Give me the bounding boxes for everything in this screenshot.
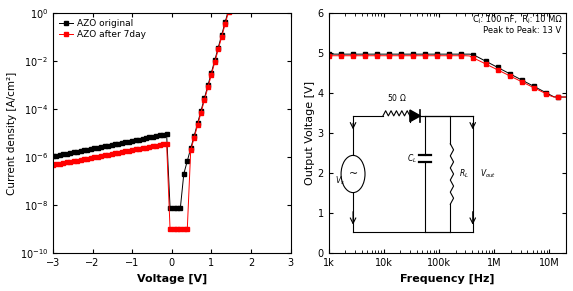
- AZO original: [167, 206, 174, 209]
- Legend: AZO original, AZO after 7day: AZO original, AZO after 7day: [57, 17, 147, 41]
- AZO after 7day: [167, 228, 174, 231]
- AZO after 7day: [81, 157, 88, 161]
- AZO original: [105, 144, 112, 147]
- AZO after 7day: [105, 153, 112, 157]
- AZO original: [81, 148, 88, 152]
- AZO original: [50, 155, 57, 158]
- X-axis label: Frequency [Hz]: Frequency [Hz]: [400, 274, 494, 284]
- AZO original: [122, 141, 129, 144]
- Line: AZO original: AZO original: [52, 0, 292, 209]
- Line: AZO after 7day: AZO after 7day: [52, 0, 292, 231]
- AZO original: [184, 159, 191, 163]
- Y-axis label: Output Voltage [V]: Output Voltage [V]: [305, 81, 315, 185]
- AZO after 7day: [122, 150, 129, 153]
- X-axis label: Voltage [V]: Voltage [V]: [136, 274, 207, 284]
- Y-axis label: Current density [A/cm²]: Current density [A/cm²]: [7, 72, 17, 195]
- Text: Cⱼ: 100 nF,  Rⱼ: 10 MΩ
Peak to Peak: 13 V: Cⱼ: 100 nF, Rⱼ: 10 MΩ Peak to Peak: 13 V: [473, 15, 562, 35]
- AZO after 7day: [184, 228, 191, 231]
- AZO after 7day: [50, 163, 57, 167]
